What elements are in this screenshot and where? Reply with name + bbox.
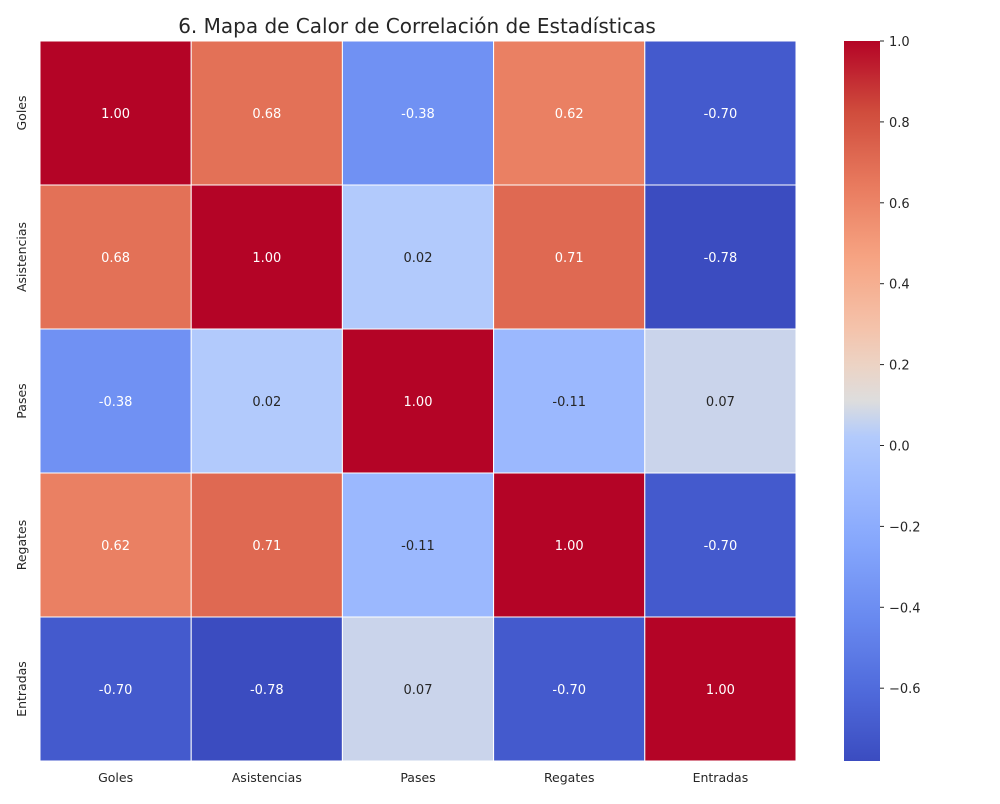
heatmap-cell-asistencias-goles [39, 184, 192, 330]
cell-value-label: 1.00 [252, 251, 281, 266]
heatmap-cell-entradas-pases [341, 616, 495, 762]
cell-value-label: -0.38 [99, 395, 133, 410]
colorbar-tick-label: −0.4 [889, 601, 921, 616]
heatmap-cell-regates-entradas [644, 472, 797, 618]
colorbar-tick-label: −0.2 [889, 520, 921, 535]
heatmap-cell-pases-entradas [644, 328, 797, 474]
heatmap-cell-goles-pases [341, 40, 495, 186]
heatmap-cell-labels: 1.00 0.68 -0.38 0.62 -0.70 0.68 1.00 0.02 0.71 -0… [99, 107, 737, 698]
x-tick-label-asistencias: Asistencias [232, 770, 302, 785]
x-tick-label-goles: Goles [98, 770, 133, 785]
colorbar-tick-label: 1.0 [889, 35, 910, 50]
cell-value-label: 0.02 [252, 395, 281, 410]
heatmap-cell-pases-asistencias [190, 328, 343, 474]
cell-value-label: -0.11 [401, 539, 435, 554]
heatmap-cell-entradas-asistencias [190, 616, 343, 762]
cell-value-label: -0.70 [704, 107, 738, 122]
heatmap-cell-asistencias-pases [341, 184, 495, 330]
heatmap-cell-regates-regates [493, 472, 646, 618]
heatmap-cell-goles-asistencias [190, 40, 343, 186]
cell-value-label: 0.07 [404, 683, 433, 698]
colorbar-tick-label: 0.4 [889, 278, 910, 293]
cell-value-label: 0.71 [555, 251, 584, 266]
colorbar-tick-label: 0.6 [889, 197, 910, 212]
heatmap-cell-asistencias-asistencias [190, 184, 343, 330]
cell-value-label: 0.02 [404, 251, 433, 266]
cell-value-label: 0.62 [101, 539, 130, 554]
heatmap-cell-pases-regates [493, 328, 646, 474]
cell-value-label: 0.68 [101, 251, 130, 266]
colorbar-tick-label: 0.2 [889, 359, 910, 374]
cell-value-label: 0.71 [252, 539, 281, 554]
cell-value-label: 1.00 [555, 539, 584, 554]
cell-value-label: -0.38 [401, 107, 435, 122]
y-tick-label-pases: Pases [14, 383, 29, 418]
chart-title: 6. Mapa de Calor de Correlación de Estad… [178, 14, 656, 38]
x-tick-label-pases: Pases [400, 770, 435, 785]
y-tick-label-regates: Regates [14, 520, 29, 571]
colorbar: 1.0 0.8 0.6 0.4 0.2 0.0 −0.2 −0.4 −0.6 [844, 35, 921, 761]
cell-value-label: 0.07 [706, 395, 735, 410]
cell-value-label: -0.78 [250, 683, 284, 698]
cell-value-label: -0.70 [704, 539, 738, 554]
heatmap-cell-asistencias-entradas [644, 184, 797, 330]
heatmap-cell-regates-goles [39, 472, 192, 618]
colorbar-gradient [844, 41, 880, 761]
heatmap-cells [39, 40, 797, 762]
y-tick-label-entradas: Entradas [14, 661, 29, 717]
cell-value-label: -0.70 [99, 683, 133, 698]
heatmap-cell-goles-entradas [644, 40, 797, 186]
heatmap-cell-pases-pases [341, 328, 495, 474]
heatmap-cell-entradas-goles [39, 616, 192, 762]
cell-value-label: 1.00 [706, 683, 735, 698]
heatmap-cell-regates-asistencias [190, 472, 343, 618]
colorbar-tick-label: −0.6 [889, 682, 921, 697]
cell-value-label: 0.68 [252, 107, 281, 122]
cell-value-label: 1.00 [404, 395, 433, 410]
heatmap-cell-regates-pases [341, 472, 495, 618]
cell-value-label: -0.70 [552, 683, 586, 698]
colorbar-tick-label: 0.0 [889, 439, 910, 454]
cell-value-label: -0.11 [552, 395, 586, 410]
x-tick-labels: Goles Asistencias Pases Regates Entradas [98, 770, 748, 785]
y-tick-label-goles: Goles [14, 95, 29, 130]
y-tick-labels: Goles Asistencias Pases Regates Entradas [14, 95, 29, 716]
cell-value-label: 1.00 [101, 107, 130, 122]
y-tick-label-asistencias: Asistencias [14, 222, 29, 292]
x-tick-label-regates: Regates [544, 770, 595, 785]
heatmap-cell-goles-goles [39, 40, 192, 186]
colorbar-tick-label: 0.8 [889, 116, 910, 131]
x-tick-label-entradas: Entradas [693, 770, 749, 785]
cell-value-label: 0.62 [555, 107, 584, 122]
heatmap-cell-goles-regates [493, 40, 646, 186]
cell-value-label: -0.78 [704, 251, 738, 266]
heatmap-cell-entradas-entradas [644, 616, 797, 762]
